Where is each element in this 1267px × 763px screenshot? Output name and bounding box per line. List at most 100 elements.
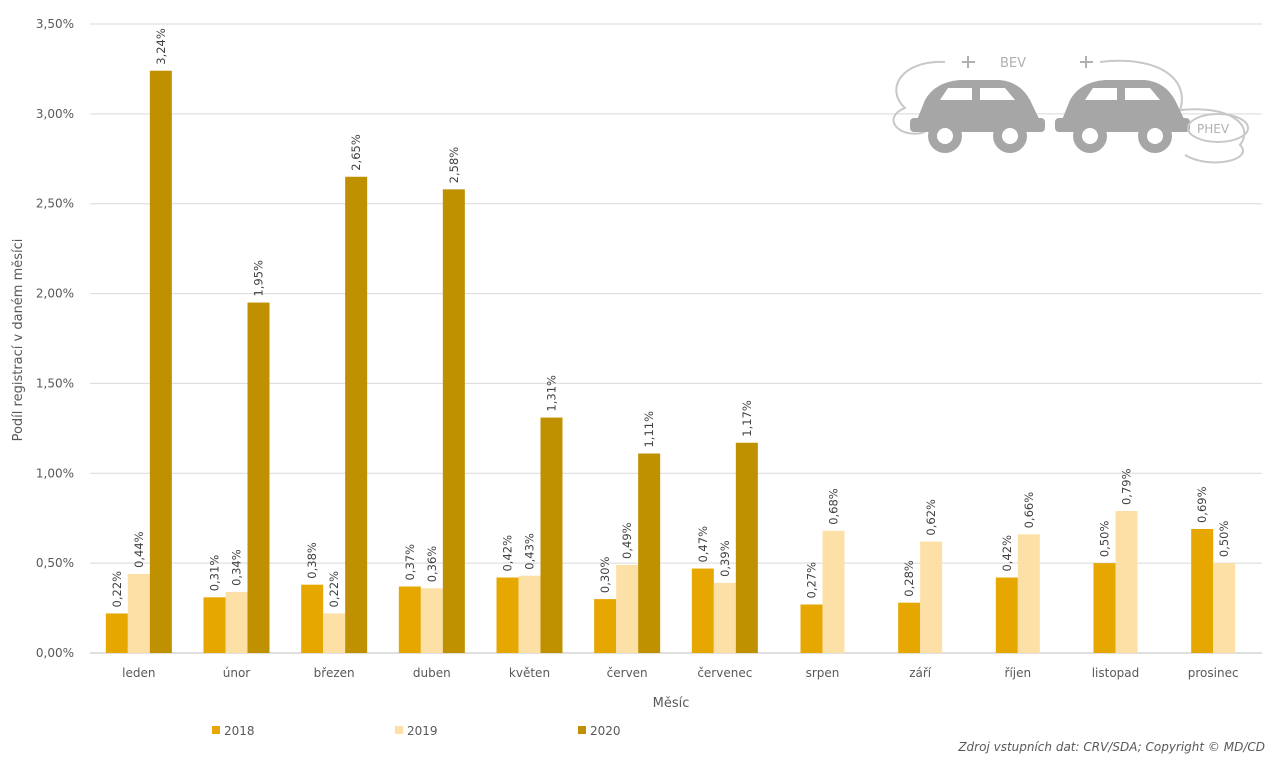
bar-2020 xyxy=(442,189,465,653)
bar-2018 xyxy=(1191,528,1214,653)
data-label: 0,49% xyxy=(620,522,634,559)
bar-2018 xyxy=(1093,563,1116,653)
bar-2019 xyxy=(1017,534,1040,653)
y-tick-label: 2,50% xyxy=(36,197,74,211)
y-tick-label: 0,00% xyxy=(36,646,74,660)
x-tick-label: květen xyxy=(509,666,550,680)
legend-swatch-2018 xyxy=(212,726,220,734)
bars xyxy=(105,70,1236,654)
y-tick-label: 2,00% xyxy=(36,287,74,301)
y-tick-label: 0,50% xyxy=(36,556,74,570)
data-label: 0,42% xyxy=(1000,535,1014,572)
bar-2019 xyxy=(920,541,943,653)
bar-2018 xyxy=(203,597,226,653)
y-tick-label: 1,00% xyxy=(36,466,74,480)
bar-2019 xyxy=(616,564,639,653)
data-label: 0,50% xyxy=(1217,521,1231,558)
y-axis-tick-labels: 0,00% 0,50% 1,00% 1,50% 2,00% 2,50% 3,00% 3,50% xyxy=(36,17,74,660)
data-label: 0,22% xyxy=(327,571,341,608)
bev-logo-label: BEV xyxy=(1000,56,1026,71)
x-axis-tick-labels: leden únor březen duben květen červen červenec… xyxy=(122,666,1238,680)
data-label: 0,37% xyxy=(403,544,417,581)
x-tick-label: září xyxy=(909,666,932,680)
data-label: 1,11% xyxy=(642,411,656,448)
legend-label: 2020 xyxy=(590,724,621,738)
data-label: 1,31% xyxy=(545,375,559,412)
bar-2019 xyxy=(323,613,346,653)
data-label: 0,50% xyxy=(1098,521,1112,558)
data-label: 1,17% xyxy=(740,400,754,437)
bar-2018 xyxy=(496,577,519,653)
x-axis-title: Měsíc xyxy=(653,696,690,711)
bar-2020 xyxy=(149,70,172,654)
x-tick-label: únor xyxy=(223,666,251,680)
x-tick-label: srpen xyxy=(806,666,840,680)
data-label: 2,58% xyxy=(447,147,461,184)
legend-swatch-2019 xyxy=(395,726,403,734)
data-label: 0,31% xyxy=(208,555,222,592)
gridlines xyxy=(90,23,1262,654)
x-tick-label: březen xyxy=(314,666,355,680)
x-tick-label: prosinec xyxy=(1188,666,1239,680)
y-tick-label: 3,00% xyxy=(36,107,74,121)
source-note: Zdroj vstupních dat: CRV/SDA; Copyright … xyxy=(958,740,1265,754)
bev-phev-logo: BEV PHEV xyxy=(892,56,1249,164)
bar-2019 xyxy=(822,530,845,653)
data-label: 0,69% xyxy=(1195,486,1209,523)
bar-2020 xyxy=(638,453,661,653)
y-tick-label: 3,50% xyxy=(36,17,74,31)
legend: 2018 2019 2020 xyxy=(212,724,621,738)
bar-2018 xyxy=(691,568,714,653)
bar-2018 xyxy=(301,584,324,653)
bar-2018 xyxy=(800,604,823,653)
bar-2020 xyxy=(735,442,758,653)
x-tick-label: červen xyxy=(607,666,648,680)
bar-2018 xyxy=(398,586,421,653)
bar-2020 xyxy=(540,417,563,653)
bar-2018 xyxy=(105,613,128,653)
bar-2020 xyxy=(345,176,368,653)
data-label: 0,34% xyxy=(230,549,244,586)
x-tick-label: červenec xyxy=(697,666,752,680)
plug-icon xyxy=(1080,56,1093,68)
bar-2020 xyxy=(247,302,270,653)
x-tick-label: listopad xyxy=(1092,666,1140,680)
bar-2019 xyxy=(1115,511,1138,653)
data-label: 0,36% xyxy=(425,546,439,583)
bar-2018 xyxy=(898,602,921,653)
data-label: 0,66% xyxy=(1022,492,1036,529)
phev-cloud xyxy=(1187,113,1249,143)
bev-car-icon xyxy=(910,80,1045,153)
bar-2018 xyxy=(594,599,617,653)
data-label: 0,43% xyxy=(523,533,537,570)
data-labels: 0,22% 0,44% 3,24% 0,31% 0,34% 1,95% 0,38% 0,22%… xyxy=(110,28,1231,607)
data-label: 2,65% xyxy=(349,134,363,171)
data-label: 3,24% xyxy=(154,28,168,65)
bar-2019 xyxy=(420,588,443,653)
data-label: 0,44% xyxy=(132,531,146,568)
data-label: 0,27% xyxy=(805,562,819,599)
data-label: 0,42% xyxy=(501,535,515,572)
bar-2019 xyxy=(713,582,736,653)
legend-swatch-2020 xyxy=(578,726,586,734)
bar-2019 xyxy=(225,591,248,653)
data-label: 0,47% xyxy=(696,526,710,563)
data-label: 0,79% xyxy=(1120,468,1134,505)
bar-2019 xyxy=(127,573,150,653)
bar-2019 xyxy=(518,575,541,653)
data-label: 1,95% xyxy=(252,260,266,297)
x-tick-label: říjen xyxy=(1005,666,1032,680)
data-label: 0,39% xyxy=(718,540,732,577)
legend-label: 2018 xyxy=(224,724,255,738)
y-tick-label: 1,50% xyxy=(36,376,74,390)
x-tick-label: duben xyxy=(413,666,451,680)
data-label: 0,28% xyxy=(902,560,916,597)
data-label: 0,38% xyxy=(305,542,319,579)
y-axis-title: Podíl registrací v daném měsíci xyxy=(11,239,26,442)
bar-2019 xyxy=(1213,563,1236,653)
data-label: 0,68% xyxy=(827,488,841,525)
bar-2018 xyxy=(995,577,1018,653)
phev-logo-label: PHEV xyxy=(1197,122,1230,136)
phev-car-icon xyxy=(1055,80,1190,153)
